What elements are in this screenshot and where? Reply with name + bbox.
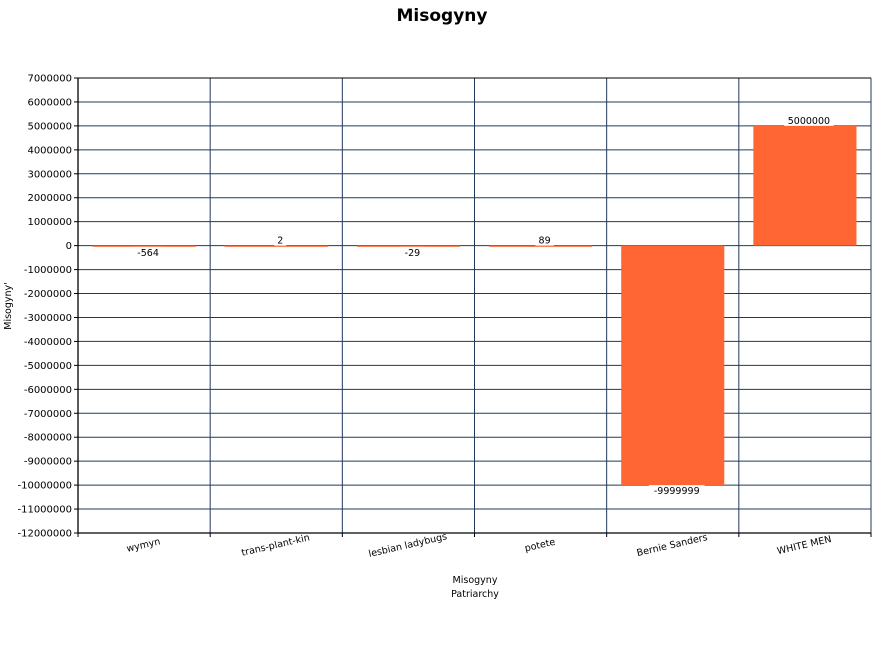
y-tick-label: -12000000 — [17, 529, 72, 540]
y-tick-label: -1000000 — [24, 265, 72, 276]
y-tick-label: -4000000 — [24, 337, 72, 348]
grid-lines — [78, 77, 872, 534]
x-category-labels: wymyn trans-plant-kin lesbian ladybugs pote… — [126, 531, 833, 560]
data-label: 89 — [539, 236, 551, 247]
data-label-bg — [400, 246, 425, 258]
x-tick-label: trans-plant-kin — [240, 532, 310, 558]
y-tick-label: -2000000 — [24, 289, 72, 300]
data-label-bg — [648, 485, 705, 497]
y-tick-label: 4000000 — [27, 145, 72, 156]
data-labels: -564 2 -29 89 -9999999 5000000 — [132, 114, 834, 497]
y-tick-label: -5000000 — [24, 361, 72, 372]
y-tick-label: 3000000 — [27, 169, 72, 180]
y-tick-label: 1000000 — [27, 217, 72, 228]
y-tick-label: -11000000 — [17, 505, 72, 516]
x-tick-label: WHITE MEN — [776, 534, 833, 557]
y-tick-label: -6000000 — [24, 385, 72, 396]
y-tick-label: 0 — [66, 241, 72, 252]
axes — [74, 77, 872, 537]
bar — [356, 245, 460, 247]
x-tick-label: Bernie Sanders — [636, 532, 709, 559]
data-label-bg — [274, 234, 287, 246]
x-axis-subtitle: Patriarchy — [451, 589, 499, 600]
y-tick-label: 5000000 — [27, 121, 72, 132]
y-tick-label: -7000000 — [24, 409, 72, 420]
y-tick-label: -3000000 — [24, 313, 72, 324]
y-tick-label: -8000000 — [24, 433, 72, 444]
data-label: -29 — [405, 248, 421, 259]
bar — [753, 125, 857, 246]
y-tick-label: -9000000 — [24, 457, 72, 468]
x-tick-label: wymyn — [126, 536, 162, 554]
x-axis-title: Misogyny — [453, 575, 498, 586]
data-label-bg — [132, 246, 164, 258]
bar — [224, 245, 328, 247]
y-tick-label: 2000000 — [27, 193, 72, 204]
data-label: -564 — [137, 248, 159, 259]
data-label-bg — [784, 114, 834, 126]
data-label: 5000000 — [788, 116, 830, 127]
y-tick-label: 7000000 — [27, 74, 72, 85]
x-tick-label: lesbian ladybugs — [368, 531, 449, 560]
x-tick-label: potete — [524, 537, 557, 555]
data-label-bg — [535, 234, 554, 246]
data-label: 2 — [277, 236, 283, 247]
bar — [489, 245, 593, 247]
bar — [92, 245, 196, 247]
y-tick-labels: 7000000 6000000 5000000 4000000 3000000 20000… — [17, 74, 72, 540]
y-tick-label: 6000000 — [27, 97, 72, 108]
bar — [621, 245, 725, 486]
y-tick-label: -10000000 — [17, 481, 72, 492]
y-axis-title: Misogyny' — [3, 282, 14, 330]
chart-title: Misogyny — [397, 6, 488, 26]
bars — [92, 125, 857, 486]
data-label: -9999999 — [654, 486, 700, 497]
